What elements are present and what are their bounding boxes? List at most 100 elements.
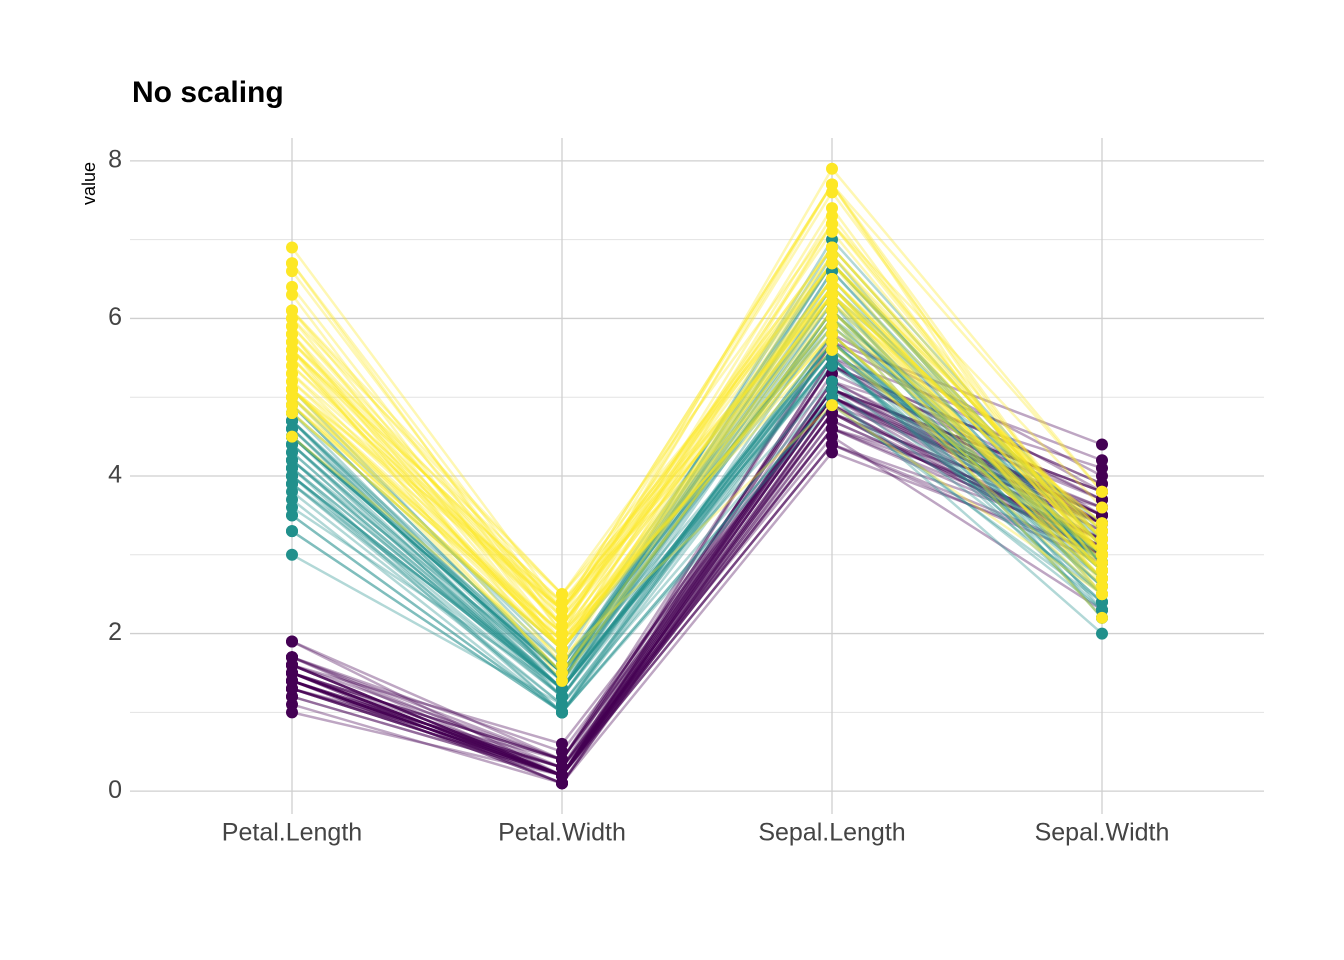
- profile-line: [291, 395, 1103, 746]
- point: [286, 548, 298, 561]
- profile-line: [291, 395, 1103, 769]
- profile-line: [291, 293, 1103, 597]
- profile-line: [291, 308, 1103, 683]
- profile-line: [291, 340, 1103, 691]
- profile-line: [291, 308, 1103, 683]
- profile-line: [291, 324, 1103, 652]
- profile-line: [291, 442, 1103, 777]
- profile-line: [291, 411, 1103, 769]
- profile-line: [291, 292, 1103, 675]
- profile-line: [291, 395, 1103, 777]
- point: [826, 162, 838, 175]
- profile-line: [291, 379, 1103, 785]
- point: [1096, 438, 1108, 451]
- point: [826, 217, 838, 230]
- profile-line: [291, 293, 1103, 604]
- profile-line: [291, 411, 1103, 785]
- profile-line: [291, 284, 1103, 691]
- profile-line: [291, 403, 1103, 659]
- x-tick-label: Sepal.Width: [1035, 819, 1170, 847]
- profile-line: [291, 221, 1103, 652]
- profile-line: [291, 261, 1103, 675]
- profile-line: [291, 387, 1103, 777]
- profile-line: [291, 324, 1103, 652]
- point: [1096, 517, 1108, 530]
- profile-line: [291, 403, 1103, 777]
- point: [1096, 548, 1108, 561]
- point: [556, 674, 568, 687]
- point: [286, 462, 298, 475]
- profile-line: [291, 411, 1103, 777]
- point: [286, 509, 298, 522]
- profile-line: [291, 205, 1104, 644]
- profile-line: [291, 340, 1103, 762]
- profile-line: [291, 340, 1103, 699]
- point: [286, 406, 298, 419]
- profile-line: [291, 403, 1103, 715]
- profile-line: [291, 213, 1103, 652]
- profile-line: [291, 308, 1103, 691]
- profile-line: [291, 355, 1103, 691]
- point: [286, 635, 298, 648]
- x-tick-label: Sepal.Length: [758, 819, 905, 847]
- profile-line: [291, 348, 1103, 691]
- profile-line: [291, 221, 1103, 668]
- profile-line: [291, 285, 1103, 675]
- profile-line: [291, 364, 1103, 777]
- profile-line: [291, 419, 1103, 777]
- profile-line: [291, 348, 1103, 691]
- profile-line: [291, 182, 1104, 612]
- profile-line: [291, 395, 1103, 777]
- profile-line: [291, 443, 1103, 777]
- point: [1096, 454, 1108, 467]
- point: [286, 280, 298, 293]
- point: [286, 493, 298, 506]
- profile-line: [291, 245, 1103, 675]
- profile-line: [291, 379, 1103, 683]
- point: [286, 674, 298, 687]
- profile-line: [291, 285, 1103, 652]
- point: [286, 525, 298, 538]
- profile-line: [291, 387, 1103, 707]
- profile-line: [291, 166, 1103, 636]
- profile-line: [291, 332, 1103, 644]
- profile-line: [291, 261, 1103, 660]
- profile-line: [291, 403, 1103, 785]
- profile-line: [291, 356, 1103, 699]
- profile-line: [291, 190, 1104, 628]
- profile-line: [291, 355, 1103, 715]
- point: [556, 737, 568, 750]
- point: [1096, 588, 1108, 601]
- x-tick-label: Petal.Length: [222, 819, 362, 847]
- profile-line: [291, 269, 1103, 691]
- profile-line: [291, 340, 1103, 691]
- profile-line: [291, 292, 1103, 652]
- profile-line: [291, 277, 1103, 620]
- profile-line: [291, 261, 1103, 683]
- profile-line: [291, 316, 1103, 667]
- profile-line: [291, 316, 1103, 652]
- profile-line: [291, 182, 1103, 621]
- profile-line: [291, 356, 1103, 691]
- profile-line: [291, 348, 1103, 675]
- profile-line: [291, 379, 1103, 777]
- point: [826, 257, 838, 270]
- profile-line: [291, 229, 1103, 628]
- profile-line: [291, 292, 1103, 667]
- profile-line: [291, 324, 1103, 675]
- profile-line: [291, 411, 1103, 777]
- profile-line: [291, 269, 1103, 683]
- point: [556, 769, 568, 782]
- point: [286, 241, 298, 254]
- y-axis-label: value: [79, 162, 99, 205]
- profile-line: [291, 292, 1103, 691]
- profile-line: [291, 379, 1103, 777]
- profile-line: [291, 387, 1103, 777]
- profile-line: [291, 300, 1103, 612]
- profile-line: [291, 395, 1103, 715]
- profile-line: [291, 277, 1103, 652]
- profile-line: [291, 285, 1103, 612]
- point: [1096, 611, 1108, 624]
- profile-line: [291, 308, 1103, 683]
- profile-line: [291, 427, 1103, 777]
